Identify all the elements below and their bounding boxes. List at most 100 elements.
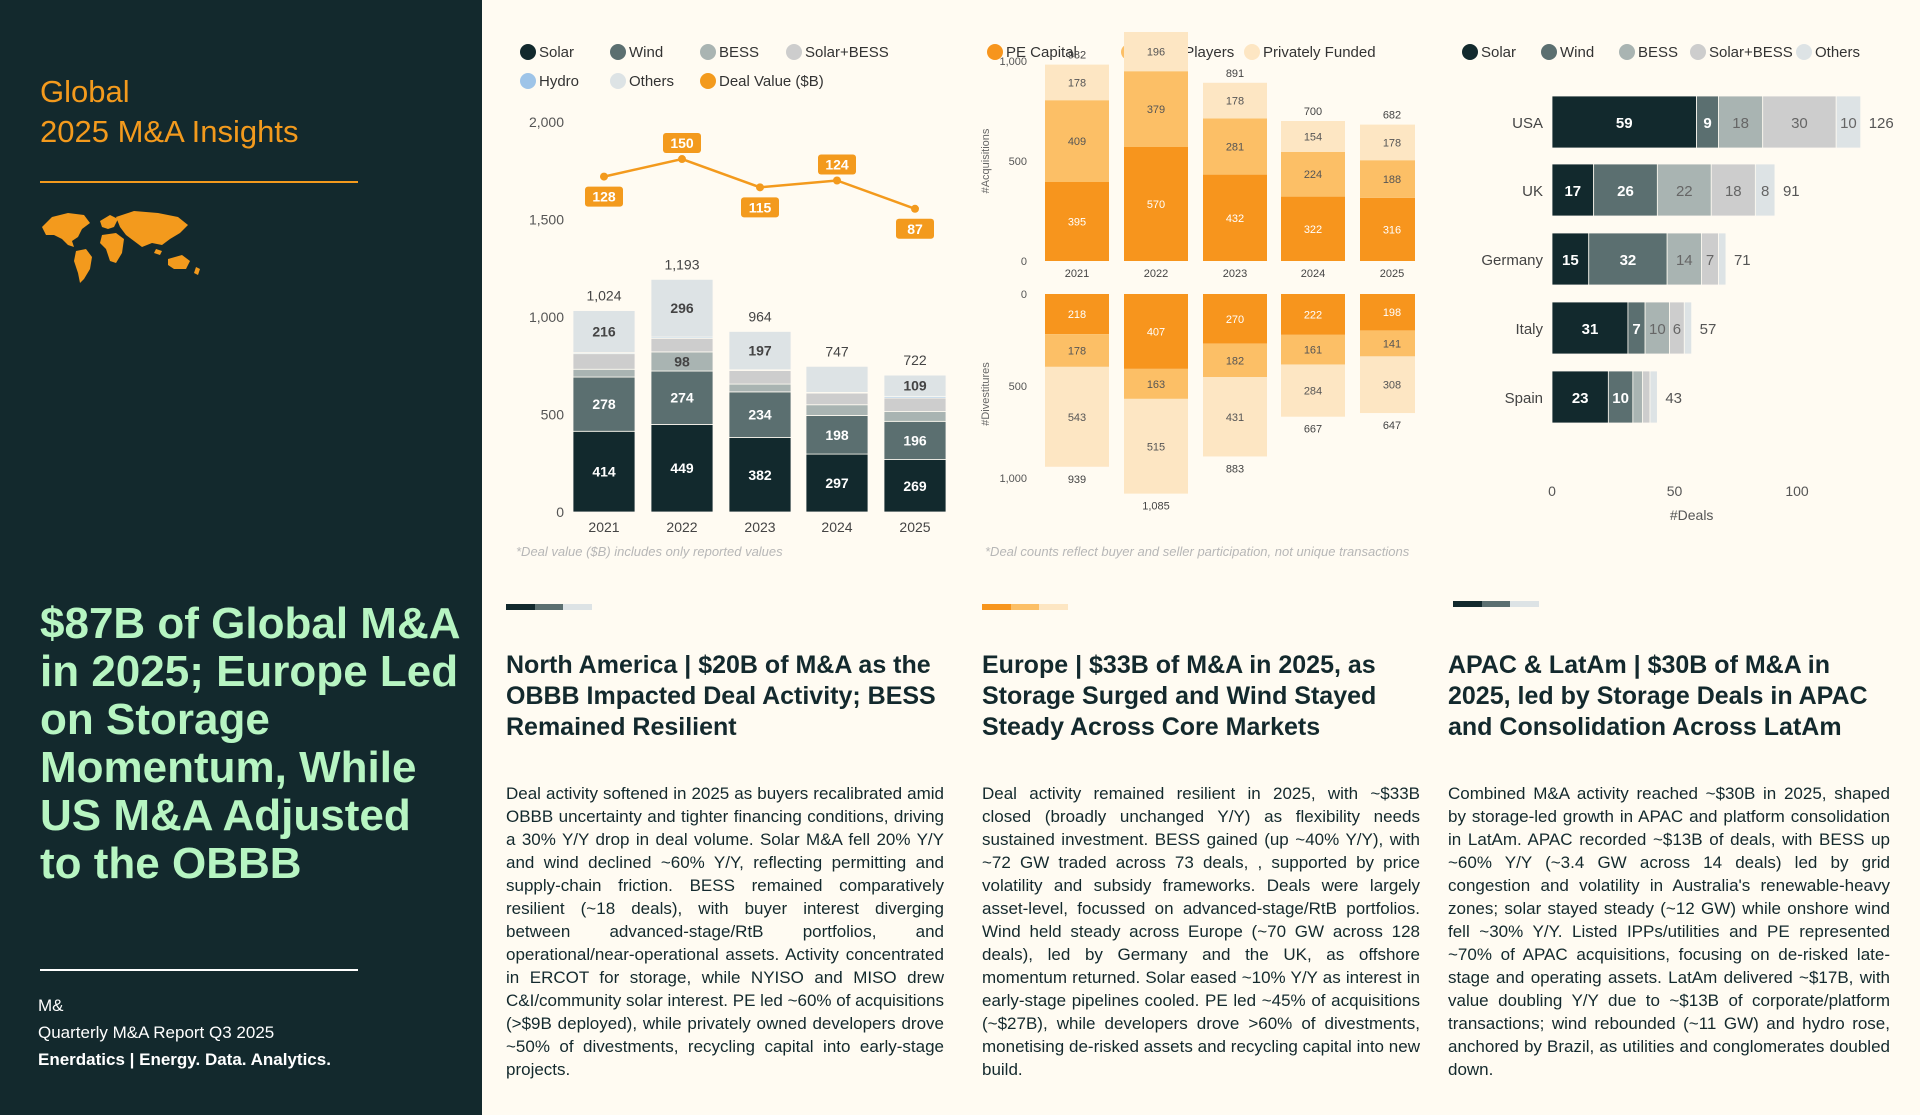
div-value-label: 141 bbox=[1383, 338, 1401, 350]
x-tick-label: 2024 bbox=[821, 519, 852, 535]
acq-bar-privately-funded bbox=[1281, 121, 1345, 152]
legend-label-wind: Wind bbox=[1560, 44, 1594, 61]
bar-value-label: 234 bbox=[748, 407, 772, 423]
bar-segment-wind bbox=[572, 376, 636, 432]
acq-total-label: 891 bbox=[1226, 68, 1244, 80]
bar-value-label: 216 bbox=[592, 324, 616, 340]
div-value-label: 515 bbox=[1147, 441, 1165, 453]
div-total-label: 667 bbox=[1304, 424, 1322, 436]
hbar-segment-solar bbox=[1551, 370, 1609, 424]
x-tick-label: 2023 bbox=[744, 519, 775, 535]
hbar-segment-others bbox=[1835, 95, 1862, 149]
bar-segment-bess bbox=[883, 411, 947, 422]
deal-value-point bbox=[678, 155, 686, 164]
hbar-segment-solar-bess bbox=[1762, 95, 1837, 149]
hbar-segment-others bbox=[1683, 301, 1693, 355]
div-total-label: 939 bbox=[1068, 474, 1086, 486]
div-bar-listed-players bbox=[1124, 368, 1188, 399]
legend-label-pe-capital: PE Capital bbox=[1006, 44, 1077, 61]
bar-segment-solar bbox=[572, 430, 636, 513]
legend-swatch-hydro bbox=[520, 73, 536, 89]
div-value-label: 407 bbox=[1147, 326, 1165, 338]
hbar-value-label: 10 bbox=[1649, 321, 1666, 338]
acquisitions-axis-label: #Acquisitions bbox=[980, 128, 992, 193]
acq-bar-privately-funded bbox=[1124, 32, 1188, 72]
div-bar-privately-funded bbox=[1281, 364, 1345, 417]
bar-value-label: 274 bbox=[670, 390, 694, 406]
acq-value-label: 196 bbox=[1147, 47, 1165, 59]
bar-segment-others bbox=[572, 310, 636, 354]
hbar-segment-others bbox=[1649, 370, 1658, 424]
div-value-label: 270 bbox=[1226, 314, 1244, 326]
legend-label-others: Others bbox=[1815, 44, 1860, 61]
div-value-label: 284 bbox=[1304, 386, 1322, 398]
hbar-value-label: 9 bbox=[1703, 115, 1711, 132]
north-america-body: Deal activity softened in 2025 as buyers… bbox=[506, 784, 944, 1079]
country-label: USA bbox=[1512, 115, 1543, 132]
deal-value-badge bbox=[896, 218, 934, 239]
deal-value-badge bbox=[818, 154, 856, 175]
div-value-label: 543 bbox=[1068, 412, 1086, 424]
legend-swatch-deal-value-b bbox=[700, 73, 716, 89]
acq-value-label: 395 bbox=[1068, 217, 1086, 229]
hbar-segment-wind bbox=[1607, 370, 1634, 424]
deal-value-label: 87 bbox=[907, 221, 923, 237]
acq-value-label: 432 bbox=[1226, 213, 1244, 225]
sidebar-headline: $87B of Global M&A in 2025; Europe Led o… bbox=[40, 599, 459, 888]
hbar-value-label: 7 bbox=[1706, 252, 1714, 269]
bar-value-label: 414 bbox=[592, 464, 616, 480]
div-total-label: 883 bbox=[1226, 463, 1244, 475]
acq-bar-listed-players bbox=[1124, 71, 1188, 147]
hbar-value-label: 6 bbox=[1673, 321, 1681, 338]
hbar-value-label: 31 bbox=[1582, 321, 1599, 338]
chart2-footnote: *Deal counts reflect buyer and seller pa… bbox=[985, 544, 1410, 559]
apac-latam-body: Combined M&A activity reached ~$30B in 2… bbox=[1448, 784, 1890, 1079]
hbar-value-label: 59 bbox=[1616, 115, 1633, 132]
div-y-tick-label: 1,000 bbox=[999, 473, 1027, 485]
legend-swatch-solar-bess bbox=[786, 44, 802, 60]
acq-value-label: 409 bbox=[1068, 136, 1086, 148]
hbar-segment-solar-bess bbox=[1642, 370, 1651, 424]
div-value-label: 182 bbox=[1226, 355, 1244, 367]
country-label: Germany bbox=[1481, 252, 1543, 269]
sidebar-footer-line3: Enerdatics | Energy. Data. Analytics. bbox=[38, 1050, 331, 1069]
acq-bar-pe-capital bbox=[1281, 196, 1345, 261]
acq-value-label: 281 bbox=[1226, 142, 1244, 154]
hbar-total-label: 126 bbox=[1869, 115, 1894, 132]
legend-swatch-wind bbox=[1541, 44, 1557, 60]
sidebar-footer-line2: Quarterly M&A Report Q3 2025 bbox=[38, 1023, 275, 1042]
x-tick-label: 2025 bbox=[1380, 268, 1404, 280]
bar-segment-bess bbox=[805, 404, 869, 416]
bar-segment-solar-bess bbox=[883, 397, 947, 412]
bar-segment-wind bbox=[728, 391, 792, 438]
acq-bar-listed-players bbox=[1045, 100, 1109, 182]
hbar-value-label: 17 bbox=[1564, 183, 1581, 200]
chart1-footnote: *Deal value ($B) includes only reported … bbox=[516, 544, 783, 559]
bar-segment-solar-bess bbox=[805, 392, 869, 406]
deal-value-label: 128 bbox=[592, 189, 616, 205]
acq-value-label: 188 bbox=[1383, 174, 1401, 186]
bar-total-label: 1,024 bbox=[586, 288, 621, 304]
deal-value-point bbox=[600, 172, 608, 181]
hbar-value-label: 22 bbox=[1676, 183, 1693, 200]
div-bar-pe-capital bbox=[1045, 294, 1109, 335]
bar-segment-solar bbox=[805, 453, 869, 513]
apac-latam-section: APAC & LatAm | $30B of M&A in 2025, led … bbox=[1448, 650, 1890, 1081]
north-america-section: North America | $20B of M&A as the OBBB … bbox=[506, 650, 944, 1081]
legend-label-solar: Solar bbox=[1481, 44, 1516, 61]
country-label: Italy bbox=[1515, 321, 1543, 338]
hbar-total-label: 91 bbox=[1783, 183, 1800, 200]
sidebar-footer-line1: M& bbox=[38, 996, 64, 1015]
acq-bar-listed-players bbox=[1281, 151, 1345, 197]
deal-value-label: 115 bbox=[749, 199, 772, 215]
sidebar-title-line1: Global bbox=[40, 74, 130, 109]
hbar-segment-bess bbox=[1656, 163, 1712, 217]
bar-value-label: 109 bbox=[903, 378, 927, 394]
acq-y-tick-label: 1,000 bbox=[999, 56, 1027, 68]
acq-value-label: 178 bbox=[1383, 137, 1401, 149]
legend-swatch-bess bbox=[1619, 44, 1635, 60]
hbar-segment-others bbox=[1718, 232, 1727, 286]
acq-value-label: 322 bbox=[1304, 224, 1322, 236]
hbar-value-label: 18 bbox=[1732, 115, 1749, 132]
